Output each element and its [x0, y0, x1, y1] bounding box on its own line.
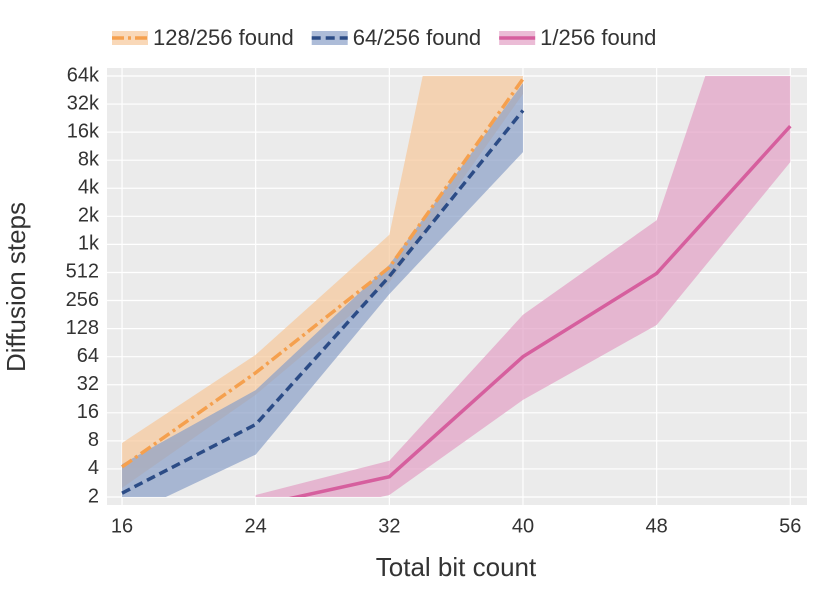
y-tick-label: 128: [66, 317, 99, 339]
y-tick-label: 1k: [78, 233, 100, 255]
x-tick-label: 32: [378, 515, 400, 537]
series-line: [121, 109, 525, 495]
legend-label: 1/256 found: [540, 25, 656, 50]
y-tick-label: 512: [66, 261, 99, 283]
y-tick-label: 2: [88, 485, 99, 507]
legend: 128/256 found 64/256 found 1/256 found: [112, 25, 656, 50]
y-tick-label: 16k: [67, 120, 100, 142]
y-tick-label: 8: [88, 429, 99, 451]
y-tick-label: 32k: [67, 92, 100, 114]
confidence-band: [122, 76, 523, 488]
confidence-band: [255, 76, 791, 497]
y-tick-label: 16: [77, 401, 99, 423]
x-tick-label: 40: [512, 515, 534, 537]
series-line: [121, 77, 525, 469]
y-tick-label: 32: [77, 373, 99, 395]
x-tick-label: 16: [111, 515, 133, 537]
y-axis-title: Diffusion steps: [1, 202, 31, 372]
confidence-band: [122, 83, 523, 497]
y-tick-label: 8k: [78, 148, 100, 170]
x-tick-label: 24: [245, 515, 267, 537]
y-tick-label: 4k: [78, 177, 100, 199]
y-tick-label: 256: [66, 289, 99, 311]
legend-label: 64/256 found: [353, 25, 481, 50]
x-tick-label: 56: [779, 515, 801, 537]
x-tick-label: 48: [646, 515, 668, 537]
y-tick-label: 64: [77, 345, 99, 367]
y-tick-label: 64k: [67, 64, 100, 86]
legend-label: 128/256 found: [153, 25, 294, 50]
y-tick-label: 4: [88, 457, 99, 479]
plot-area: [121, 76, 792, 497]
x-axis-title: Total bit count: [376, 552, 537, 582]
y-tick-label: 2k: [78, 205, 100, 227]
series-line: [288, 124, 792, 497]
